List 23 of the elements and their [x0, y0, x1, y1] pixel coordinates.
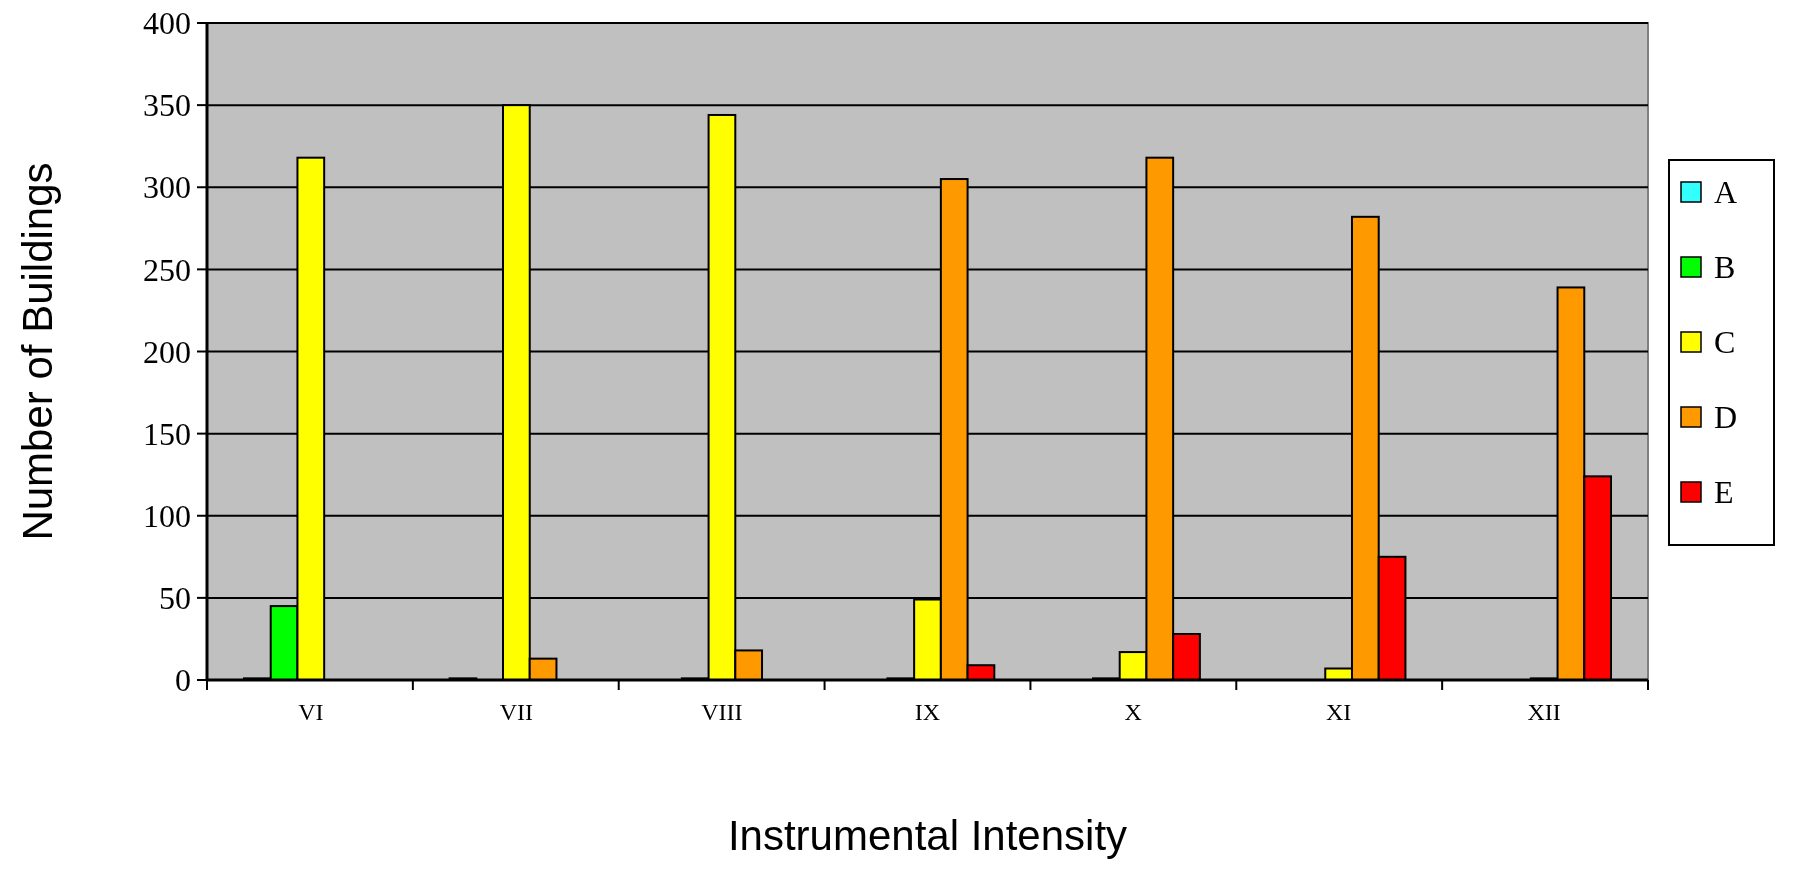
- y-tick-label: 250: [143, 251, 191, 288]
- y-tick-label: 50: [159, 580, 191, 617]
- x-tick-label: VI: [298, 699, 324, 725]
- x-tick-label: IX: [914, 699, 941, 725]
- y-tick-label: 150: [143, 415, 191, 452]
- x-axis-title: Instrumental Intensity: [727, 812, 1128, 859]
- legend-label: A: [1714, 174, 1738, 211]
- y-tick-label: 100: [143, 497, 191, 534]
- y-axis-title: Number of Buildings: [14, 162, 61, 541]
- x-tick-label: VIII: [701, 699, 743, 725]
- x-tick-label: X: [1124, 699, 1142, 725]
- legend-label: E: [1714, 474, 1734, 511]
- y-tick-label: 0: [175, 662, 191, 699]
- x-tick-label: XI: [1325, 699, 1352, 725]
- y-tick-label: 350: [143, 87, 191, 124]
- y-tick-label: 400: [143, 5, 191, 42]
- x-tick-label: VII: [499, 699, 534, 725]
- legend-label: B: [1714, 249, 1736, 286]
- legend-label: D: [1714, 399, 1738, 436]
- legend-label: C: [1714, 324, 1736, 361]
- y-tick-label: 200: [143, 333, 191, 370]
- x-tick-label: XII: [1527, 699, 1561, 725]
- y-tick-label: 300: [143, 169, 191, 206]
